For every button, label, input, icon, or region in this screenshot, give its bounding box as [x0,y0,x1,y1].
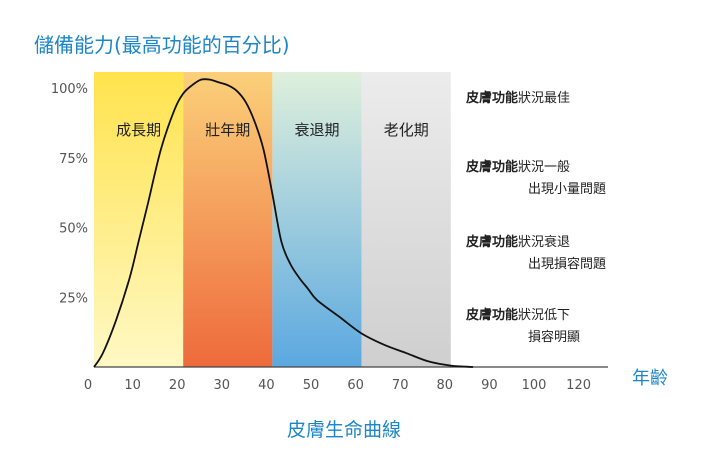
stage-band [183,72,273,367]
x-tick-label: 30 [214,378,231,393]
note-line2: 損容明顯 [528,330,581,345]
note-bold-label: 皮膚功能 [466,308,519,323]
x-tick-label: 90 [481,378,498,393]
x-tick-label: 20 [169,378,186,393]
note-line1: 狀況一般 [518,160,571,175]
y-axis-ticks: 25% 50% 75% 100% [51,82,88,306]
note-line2: 出現小量問題 [528,182,607,197]
stage-band [94,72,184,367]
status-note: 皮膚功能狀況衰退出現損容問題 [466,232,606,276]
x-axis-ticks: 0 10 20 30 40 50 60 70 80 90 100 120 [84,378,591,393]
y-tick-label: 50% [59,222,88,237]
stage-label: 壯年期 [205,121,250,139]
chart-title: 儲備能力(最高功能的百分比) [34,33,290,57]
status-note: 皮膚功能狀況低下損容明顯 [466,305,580,349]
skin-function-curve [93,78,474,368]
note-bold-label: 皮膚功能 [466,91,519,106]
stage-bands [94,72,451,367]
x-tick-label: 100 [522,378,547,393]
y-tick-label: 75% [59,152,88,167]
x-tick-label: 50 [303,378,320,393]
stage-band [272,72,362,367]
note-line2: 出現損容問題 [528,257,607,272]
note-bold-label: 皮膚功能 [466,235,519,250]
note-line1: 狀況衰退 [518,235,571,250]
note-line1: 狀況低下 [518,308,571,323]
x-axis-label: 年齡 [632,368,668,389]
note-line1: 狀況最佳 [518,91,571,106]
x-tick-label: 40 [258,378,275,393]
stage-band [361,72,451,367]
note-bold-label: 皮膚功能 [466,160,519,175]
status-note: 皮膚功能狀況最佳 [466,88,570,110]
y-tick-label: 100% [51,82,88,97]
stage-labels: 成長期 壯年期 衰退期 老化期 [116,121,429,139]
stage-label: 老化期 [384,121,429,139]
x-tick-label: 70 [392,378,409,393]
stage-label: 衰退期 [294,121,339,139]
x-tick-label: 10 [124,378,141,393]
x-tick-label: 0 [84,378,92,393]
x-tick-label: 120 [566,378,591,393]
x-tick-label: 60 [347,378,364,393]
stage-label: 成長期 [116,121,161,139]
y-tick-label: 25% [59,291,88,306]
chart-caption: 皮膚生命曲線 [287,419,401,441]
x-tick-label: 80 [437,378,454,393]
status-note: 皮膚功能狀況一般出現小量問題 [466,157,606,201]
